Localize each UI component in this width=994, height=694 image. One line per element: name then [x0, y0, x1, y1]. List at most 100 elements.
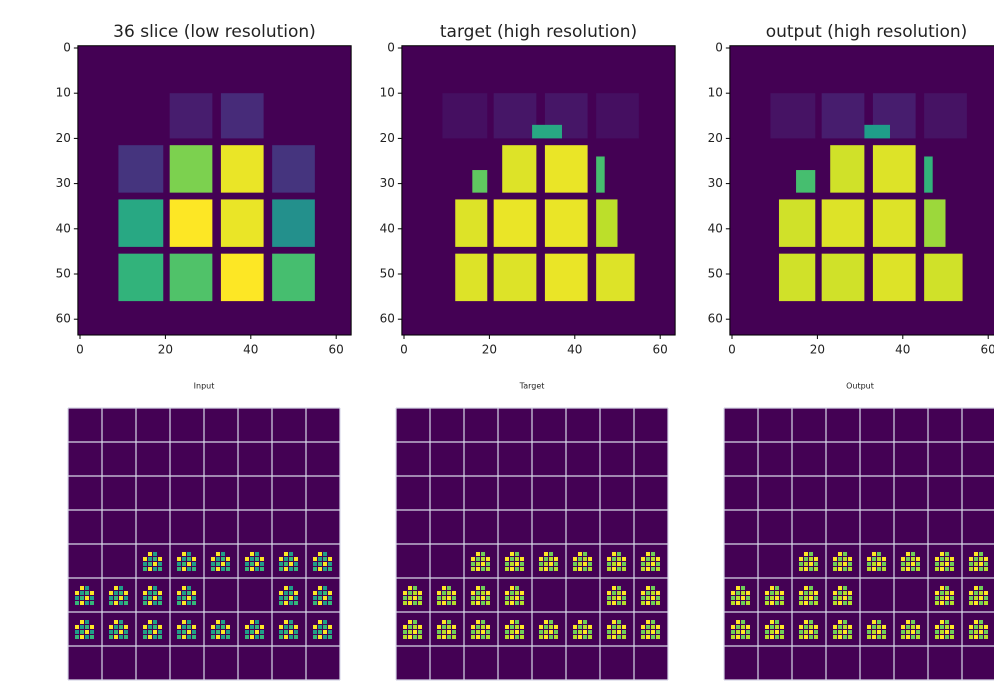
tile-pixel [413, 567, 417, 571]
tile-pixel [646, 455, 650, 459]
tile-pixel [250, 669, 254, 673]
tile-pixel [578, 416, 582, 420]
tile-pixel [90, 596, 94, 600]
tile-pixel [979, 635, 983, 639]
tile-pixel [848, 664, 852, 668]
tile-pixel [573, 460, 577, 464]
tile-pixel [607, 528, 611, 532]
tile-pixel [617, 455, 621, 459]
tile-pixel [211, 455, 215, 459]
tile-pixel [289, 552, 293, 556]
tile-pixel [765, 533, 769, 537]
tile-pixel [408, 518, 412, 522]
tile-pixel [148, 635, 152, 639]
tile-pixel [486, 562, 490, 566]
tile-pixel [843, 596, 847, 600]
tile-pixel [731, 664, 735, 668]
tile-pixel [403, 557, 407, 561]
tile-pixel [612, 533, 616, 537]
tile-pixel [476, 669, 480, 673]
tile-pixel [617, 416, 621, 420]
tile-pixel [974, 659, 978, 663]
tile-pixel [617, 528, 621, 532]
tile-pixel [641, 562, 645, 566]
tile-pixel [945, 431, 949, 435]
tile-pixel [148, 601, 152, 605]
tile-pixel [765, 455, 769, 459]
tile-pixel [279, 460, 283, 464]
tile-pixel [646, 499, 650, 503]
tile-pixel [182, 664, 186, 668]
tile-pixel [437, 625, 441, 629]
tile-pixel [814, 494, 818, 498]
tile-pixel [294, 562, 298, 566]
tile-pixel [651, 465, 655, 469]
tile-pixel [974, 625, 978, 629]
tile-pixel [906, 659, 910, 663]
tile-pixel [554, 601, 558, 605]
tile-pixel [114, 533, 118, 537]
tile-pixel [255, 630, 259, 634]
tile-pixel [182, 528, 186, 532]
tile-pixel [843, 523, 847, 527]
tile-pixel [809, 533, 813, 537]
tile-pixel [505, 494, 509, 498]
tile-pixel [814, 625, 818, 629]
tile-pixel [843, 557, 847, 561]
tile-pixel [573, 426, 577, 430]
tile-pixel [646, 562, 650, 566]
tile-pixel [187, 533, 191, 537]
tile-pixel [775, 489, 779, 493]
tile-pixel [153, 518, 157, 522]
tile-pixel [505, 426, 509, 430]
tile-pixel [583, 484, 587, 488]
tile-pixel [114, 630, 118, 634]
tile-pixel [245, 533, 249, 537]
tile-pixel [75, 635, 79, 639]
tile-pixel [148, 499, 152, 503]
tile-pixel [85, 465, 89, 469]
tile-pixel [656, 591, 660, 595]
tile-pixel [294, 528, 298, 532]
tile-pixel [119, 533, 123, 537]
tile-pixel [780, 635, 784, 639]
tile-pixel [877, 669, 881, 673]
tile-pixel [573, 601, 577, 605]
tile-pixel [833, 625, 837, 629]
tile-pixel [452, 635, 456, 639]
tile-pixel [804, 484, 808, 488]
tile-pixel [935, 460, 939, 464]
tile-pixel [486, 489, 490, 493]
tile-pixel [486, 499, 490, 503]
tile-pixel [486, 528, 490, 532]
tile-pixel [153, 557, 157, 561]
tile-pixel [85, 484, 89, 488]
tile-pixel [588, 533, 592, 537]
tile-pixel [544, 465, 548, 469]
tile-pixel [843, 654, 847, 658]
tile-pixel [471, 635, 475, 639]
tile-pixel [945, 635, 949, 639]
tile-pixel [486, 431, 490, 435]
tile-pixel [250, 484, 254, 488]
tile-pixel [940, 669, 944, 673]
tile-pixel [974, 421, 978, 425]
tile-pixel [124, 523, 128, 527]
x-tick-label: 20 [810, 343, 825, 357]
tile-pixel [510, 596, 514, 600]
tile-pixel [187, 620, 191, 624]
tile-pixel [646, 625, 650, 629]
tile-pixel [833, 635, 837, 639]
tile-pixel [437, 601, 441, 605]
tile-pixel [318, 567, 322, 571]
tile-pixel [882, 669, 886, 673]
tile-pixel [510, 518, 514, 522]
tile-pixel [848, 659, 852, 663]
tile-pixel [216, 484, 220, 488]
tile-pixel [216, 620, 220, 624]
tile-pixel [906, 489, 910, 493]
tile-pixel [119, 421, 123, 425]
tile-pixel [804, 426, 808, 430]
panel-title: target (high resolution) [440, 22, 637, 42]
tile-pixel [318, 499, 322, 503]
